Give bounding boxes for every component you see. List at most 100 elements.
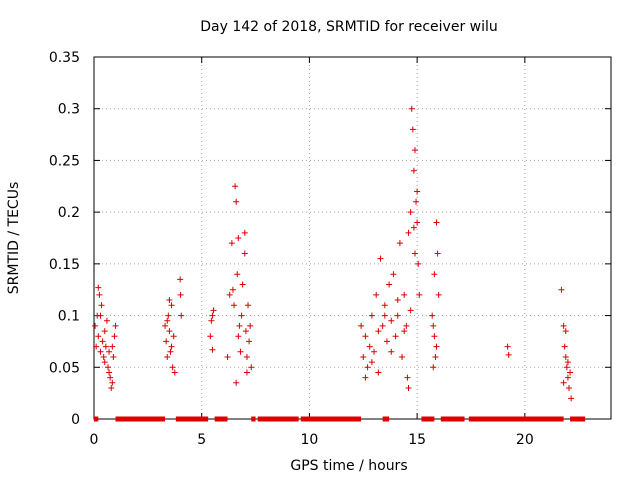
data-point [403,322,410,329]
data-point [401,291,408,298]
data-point [95,333,102,340]
data-point [368,359,375,366]
data-point [92,322,99,329]
data-point [103,317,110,324]
data-point [98,302,105,309]
data-point [432,353,439,360]
data-point [390,271,397,278]
y-tick-label: 0.15 [49,257,80,273]
data-point [96,291,103,298]
data-point [560,322,567,329]
data-point [404,374,411,381]
data-point [224,353,231,360]
data-point [388,348,395,355]
x-tick-label: 10 [301,432,319,448]
data-point [208,317,215,324]
data-point [505,351,512,358]
data-point [168,302,175,309]
data-point [366,343,373,350]
data-point [371,348,378,355]
y-tick-label: 0.2 [58,205,80,221]
data-point [565,384,572,391]
data-point [431,333,438,340]
data-point [233,379,240,386]
data-point [167,348,174,355]
data-point [231,302,238,309]
data-point [407,209,414,216]
data-point [101,328,108,335]
data-point [568,395,575,402]
data-point [410,224,417,231]
data-point [207,333,214,340]
data-point [209,312,216,319]
data-point [416,291,423,298]
data-point [232,183,239,190]
data-point [235,333,242,340]
data-point [106,348,113,355]
data-point [377,255,384,262]
data-point [388,317,395,324]
y-tick-label: 0.1 [58,309,80,325]
data-point [99,338,106,345]
data-point [504,343,511,350]
data-point [381,312,388,319]
data-point [241,250,248,257]
data-point [247,322,254,329]
data-point [375,369,382,376]
data-point [415,260,422,267]
data-point [383,338,390,345]
data-point [358,322,365,329]
data-point [235,235,242,241]
data-point [164,317,171,324]
data-point [106,369,113,376]
data-point [170,333,177,340]
data-point [434,250,441,257]
data-point [407,307,414,314]
data-point [177,276,184,283]
data-point [386,281,393,288]
data-point [241,229,248,236]
data-point [178,312,185,319]
data-point [177,291,184,298]
data-point [171,369,178,376]
data-point [243,369,250,376]
data-point [210,307,217,314]
x-tick-label: 0 [90,432,99,448]
data-point [362,333,369,340]
data-point [209,346,216,353]
data-point [394,297,401,304]
data-point [567,369,574,376]
data-point [107,374,114,381]
data-point [373,291,380,298]
data-point [243,353,250,360]
data-point [561,343,568,350]
data-point [163,338,170,345]
data-point [166,297,173,304]
data-point [562,328,569,335]
data-point [234,271,241,278]
data-point [564,374,571,381]
data-point [102,343,109,350]
data-point [165,312,172,319]
data-point [246,338,253,345]
data-point [431,271,438,278]
data-point [563,364,570,371]
data-point [109,379,116,386]
data-point [410,167,417,174]
data-point [95,284,102,291]
data-point [112,322,119,329]
data-point [430,322,437,329]
data-point [166,328,173,335]
data-point [362,374,369,381]
plot-frame [93,56,612,420]
data-point [110,353,117,360]
data-point [108,384,115,391]
data-point [93,343,100,350]
grid-lines [94,57,611,419]
data-point [401,328,408,335]
data-point [237,348,244,355]
data-point [409,126,416,133]
data-point [242,328,249,335]
data-point [375,328,382,335]
data-point [248,364,255,371]
